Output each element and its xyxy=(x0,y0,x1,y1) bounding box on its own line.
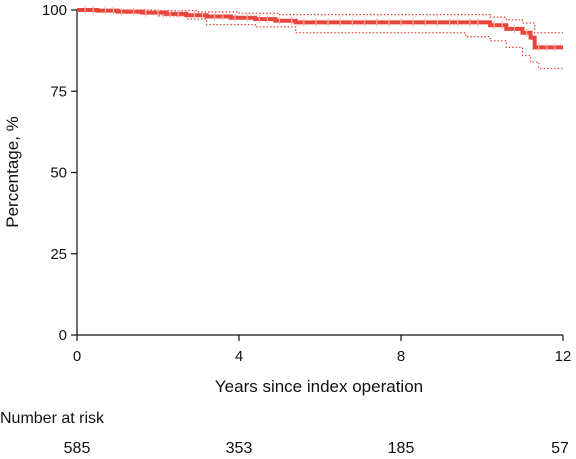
x-axis-ticks: 0 4 8 12 xyxy=(73,335,572,365)
series-upper-ci xyxy=(77,9,563,34)
y-tick-label: 50 xyxy=(50,165,67,182)
series-lines xyxy=(77,8,563,70)
censor-marks xyxy=(84,6,556,52)
x-tick-label: 12 xyxy=(555,348,572,365)
y-tick-label: 25 xyxy=(50,246,67,263)
series-lower-ci xyxy=(77,9,563,70)
risk-count-12: 57 xyxy=(551,440,569,457)
y-tick-label: 100 xyxy=(42,2,67,19)
x-tick-label: 4 xyxy=(235,348,243,365)
y-tick-label: 0 xyxy=(59,327,67,344)
axes xyxy=(76,10,563,336)
risk-table-title: Number at risk xyxy=(0,410,105,427)
y-tick-label: 75 xyxy=(50,83,67,100)
y-axis-label: Percentage, % xyxy=(3,116,22,228)
y-axis-ticks: 0 25 50 75 100 xyxy=(42,2,77,344)
risk-count-4: 353 xyxy=(225,440,253,457)
risk-count-0: 585 xyxy=(63,440,91,457)
x-axis-label: Years since index operation xyxy=(215,377,423,396)
x-tick-label: 0 xyxy=(73,348,81,365)
series-estimate xyxy=(77,8,563,50)
risk-count-8: 185 xyxy=(387,440,415,457)
x-tick-label: 8 xyxy=(397,348,405,365)
